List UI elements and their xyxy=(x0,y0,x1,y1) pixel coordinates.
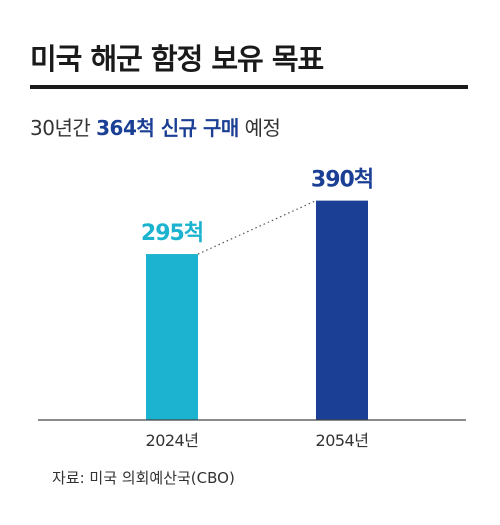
title-divider xyxy=(30,85,468,89)
bar-value-label-2: 390척 xyxy=(311,168,373,193)
bar-1 xyxy=(146,254,198,420)
bar-2 xyxy=(316,200,368,420)
x-tick-label-1: 2024년 xyxy=(146,431,199,450)
bar-value-label-1: 295척 xyxy=(141,221,203,246)
source-note: 자료: 미국 의회예산국(CBO) xyxy=(52,469,235,487)
chart-subtitle: 30년간 364척 신규 구매 예정 xyxy=(30,112,281,141)
x-tick-label-2: 2054년 xyxy=(316,431,369,450)
subtitle-prefix: 30년간 xyxy=(30,116,97,140)
trend-connector xyxy=(197,200,317,255)
subtitle-highlight: 364척 신규 구매 xyxy=(96,116,239,140)
subtitle-suffix: 예정 xyxy=(238,116,281,140)
page-title: 미국 해군 함정 보유 목표 xyxy=(30,42,324,76)
